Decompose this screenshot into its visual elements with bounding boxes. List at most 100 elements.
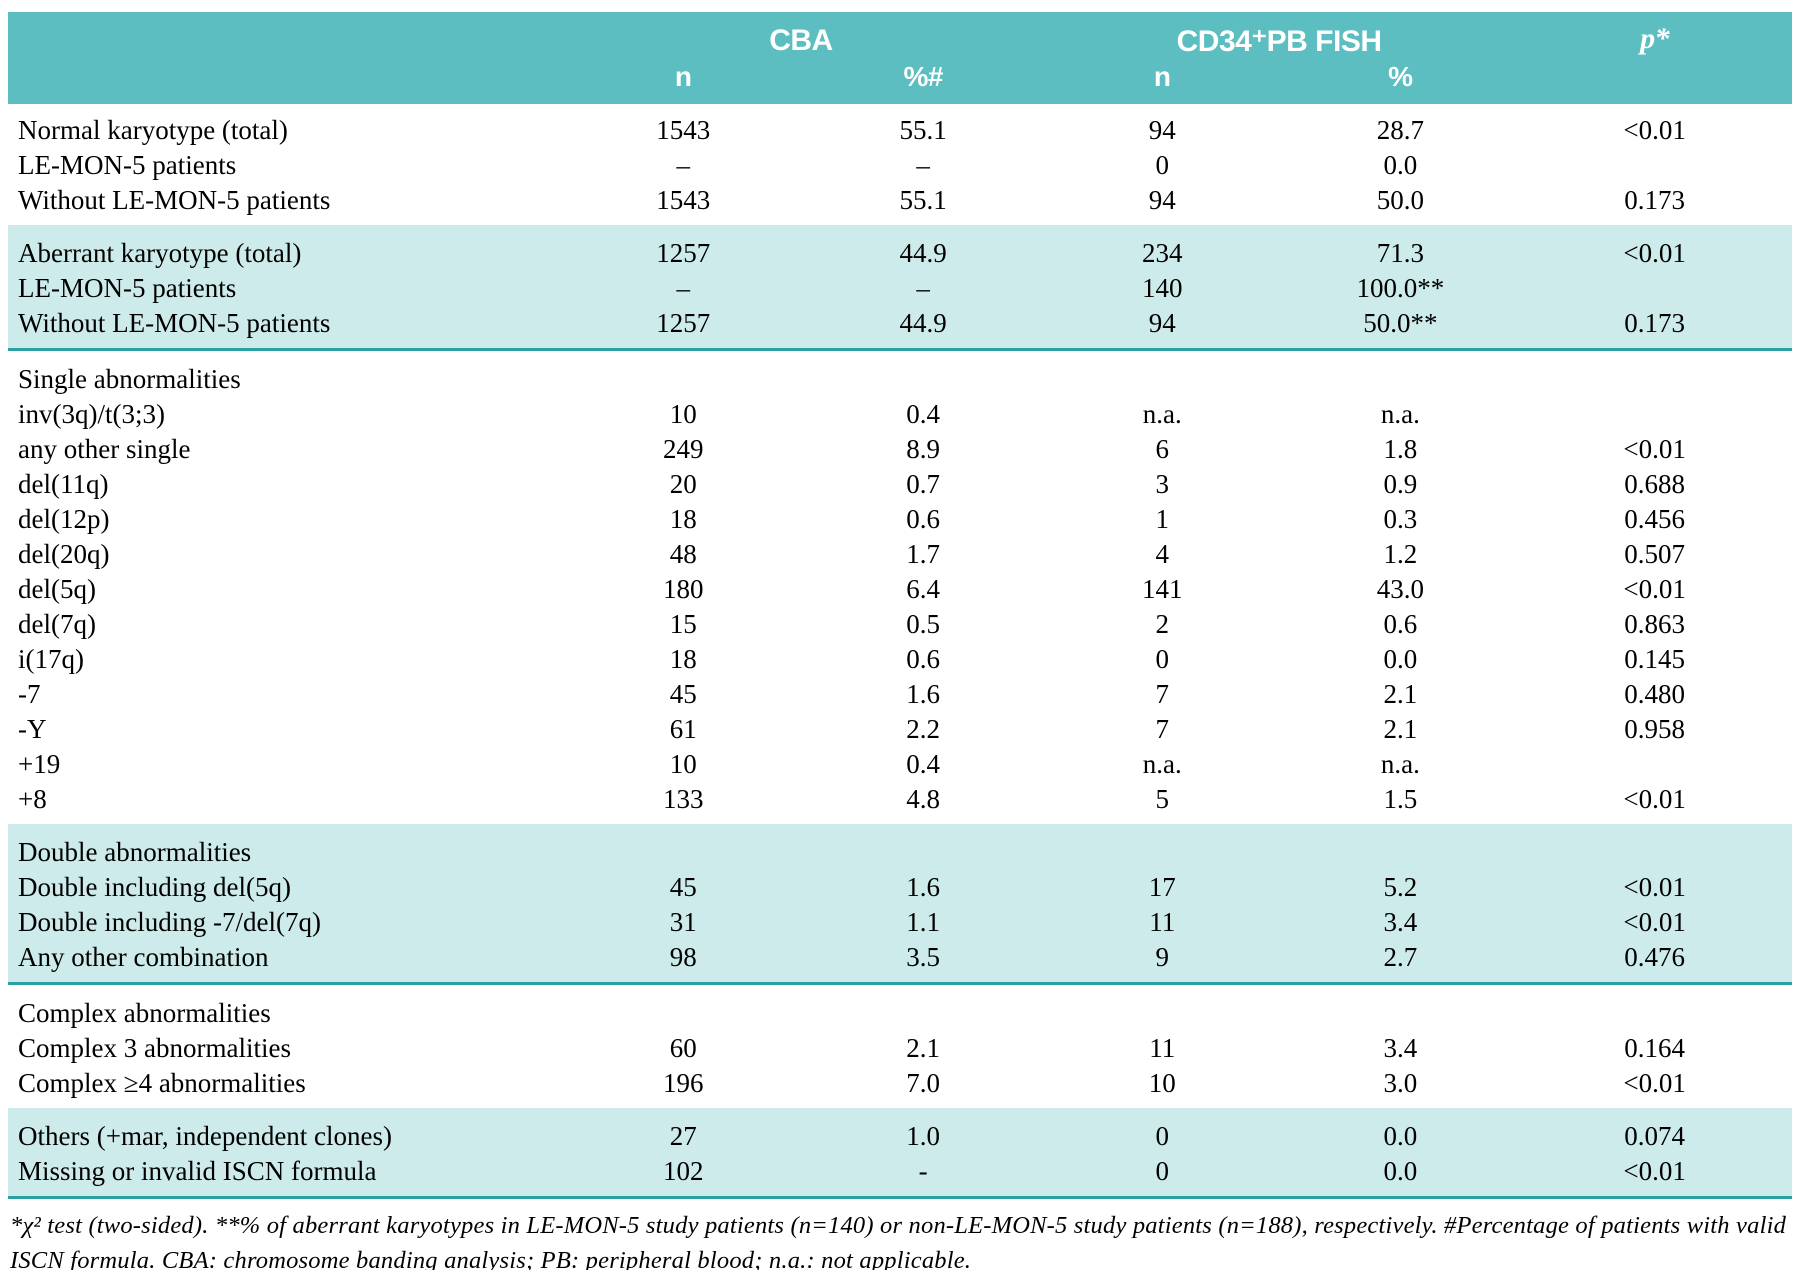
cell-p: <0.01: [1623, 907, 1686, 937]
table-row: i(17q) 18 0.6 0 0.0 0.145: [8, 641, 1792, 676]
row-label: -Y: [18, 714, 47, 744]
cell-p: 0.173: [1624, 185, 1685, 215]
cell-cba-n: 31: [669, 907, 697, 937]
row-label: Any other combination: [18, 942, 269, 972]
row-label: Complex ≥4 abnormalities: [18, 1068, 306, 1098]
cell-fish-pct: 0.6: [1383, 609, 1418, 639]
row-label: Complex 3 abnormalities: [18, 1033, 291, 1063]
cell-p: <0.01: [1623, 115, 1686, 145]
cell-fish-n: 17: [1148, 872, 1176, 902]
cell-cba-n: 249: [662, 434, 704, 464]
row-label: Aberrant karyotype (total): [18, 238, 302, 268]
table-row: Any other combination 98 3.5 9 2.7 0.476: [8, 939, 1792, 984]
cell-p: [1517, 270, 1792, 305]
cell-fish-n: [1041, 984, 1284, 1031]
row-label: Others (+mar, independent clones): [18, 1121, 393, 1151]
cell-fish-n: 0: [1155, 150, 1169, 180]
table-row: Double including -7/del(7q) 31 1.1 11 3.4 <0.…: [8, 904, 1792, 939]
cell-fish-n: 2: [1155, 609, 1169, 639]
footnote: *χ² test (two-sided). **% of aberrant ka…: [10, 1212, 1787, 1270]
table-row: Others (+mar, independent clones) 27 1.0 0 0…: [8, 1108, 1792, 1153]
cell-cba-pct: 7.0: [906, 1068, 941, 1098]
cell-p: 0.145: [1624, 644, 1685, 674]
table-section-5: Others (+mar, independent clones) 27 1.0 0 0…: [8, 1108, 1792, 1198]
cell-cba-pct: 0.4: [906, 749, 941, 779]
cell-cba-pct: 1.6: [906, 679, 941, 709]
cell-fish-n: 4: [1155, 539, 1169, 569]
cell-fish-n: 3: [1155, 469, 1169, 499]
row-label: LE-MON-5 patients: [18, 150, 237, 180]
cell-fish-pct: 0.9: [1383, 469, 1418, 499]
cell-p: 0.173: [1624, 308, 1685, 338]
col-header-cba-pct: %#: [805, 60, 1041, 104]
cell-fish-pct: 43.0: [1376, 574, 1424, 604]
row-label: +8: [18, 784, 47, 814]
cell-cba-pct: 0.5: [906, 609, 941, 639]
cell-cba-pct: –: [916, 150, 930, 180]
cell-fish-n: 11: [1149, 1033, 1176, 1063]
table-row: LE-MON-5 patients – – 140 100.0**: [8, 270, 1792, 305]
cell-fish-pct: 2.7: [1383, 942, 1418, 972]
cell-cba-pct: 4.8: [906, 784, 941, 814]
cell-fish-pct: 1.2: [1383, 539, 1418, 569]
cell-cba-pct: [805, 350, 1040, 397]
header-label-spacer: [8, 12, 562, 104]
col-header-cba-n: n: [561, 60, 806, 104]
cell-cba-pct: 55.1: [899, 115, 947, 145]
cell-cba-pct: 3.5: [906, 942, 941, 972]
row-label: Without LE-MON-5 patients: [18, 308, 331, 338]
cell-fish-pct: 71.3: [1376, 238, 1424, 268]
cell-fish-pct: n.a.: [1380, 749, 1420, 779]
cell-cba-pct: 2.2: [906, 714, 941, 744]
row-label: Double including -7/del(7q): [18, 907, 321, 937]
cell-p: 0.688: [1624, 469, 1685, 499]
row-label: i(17q): [18, 644, 84, 674]
cell-p: 0.164: [1624, 1033, 1685, 1063]
cell-cba-n: [561, 984, 805, 1031]
cell-fish-n: 0: [1155, 1156, 1169, 1186]
cell-fish-pct: 0.0: [1383, 150, 1418, 180]
cell-cba-n: [561, 350, 805, 397]
table-row: del(12p) 18 0.6 1 0.3 0.456: [8, 501, 1792, 536]
row-label: Without LE-MON-5 patients: [18, 185, 331, 215]
row-label: +19: [18, 749, 61, 779]
cell-cba-n: 45: [669, 872, 697, 902]
table-row: Without LE-MON-5 patients 1543 55.1 94 50.0 0…: [8, 182, 1792, 225]
table-row: Complex abnormalities: [8, 984, 1792, 1031]
row-label: Double including del(5q): [18, 872, 291, 902]
table-row: any other single 249 8.9 6 1.8 <0.01: [8, 431, 1792, 466]
table-row: Double including del(5q) 45 1.6 17 5.2 <0.01: [8, 869, 1792, 904]
cell-fish-n: n.a.: [1142, 749, 1182, 779]
cell-fish-n: 7: [1155, 714, 1169, 744]
cell-p: [1517, 147, 1792, 182]
cell-p: <0.01: [1623, 574, 1686, 604]
table-row: Missing or invalid ISCN formula 102 - 0 0.0 <…: [8, 1153, 1792, 1198]
table-header: CBA CD34⁺PB FISH p* n %# n %: [8, 12, 1792, 104]
karyotype-table: CBA CD34⁺PB FISH p* n %# n % Normal kary…: [8, 12, 1792, 1199]
table-row: Double abnormalities: [8, 824, 1792, 869]
cell-fish-n: 0: [1155, 644, 1169, 674]
cell-cba-n: 18: [669, 644, 697, 674]
cell-cba-pct: [805, 824, 1040, 869]
cell-fish-pct: n.a.: [1380, 399, 1420, 429]
cell-fish-pct: 28.7: [1376, 115, 1424, 145]
cell-cba-pct: 1.6: [906, 872, 941, 902]
cell-p: 0.958: [1624, 714, 1685, 744]
table-row: del(5q) 180 6.4 141 43.0 <0.01: [8, 571, 1792, 606]
cell-cba-pct: 55.1: [899, 185, 947, 215]
cell-cba-pct: -: [918, 1156, 928, 1186]
cell-cba-pct: 0.6: [906, 504, 941, 534]
cell-cba-n: 1543: [656, 185, 711, 215]
cell-cba-n: [561, 824, 805, 869]
table-row: del(20q) 48 1.7 4 1.2 0.507: [8, 536, 1792, 571]
cell-fish-pct: 1.5: [1383, 784, 1418, 814]
cell-fish-n: 10: [1148, 1068, 1176, 1098]
table-section-4: Complex abnormalities Complex 3 abnormali…: [8, 984, 1792, 1109]
cell-p: <0.01: [1623, 872, 1686, 902]
row-label: del(12p): [18, 504, 110, 534]
cell-fish-pct: 50.0**: [1363, 308, 1438, 338]
row-label: inv(3q)/t(3;3): [18, 399, 165, 429]
table-row: Complex 3 abnormalities 60 2.1 11 3.4 0.164: [8, 1030, 1792, 1065]
cell-cba-pct: [805, 984, 1040, 1031]
